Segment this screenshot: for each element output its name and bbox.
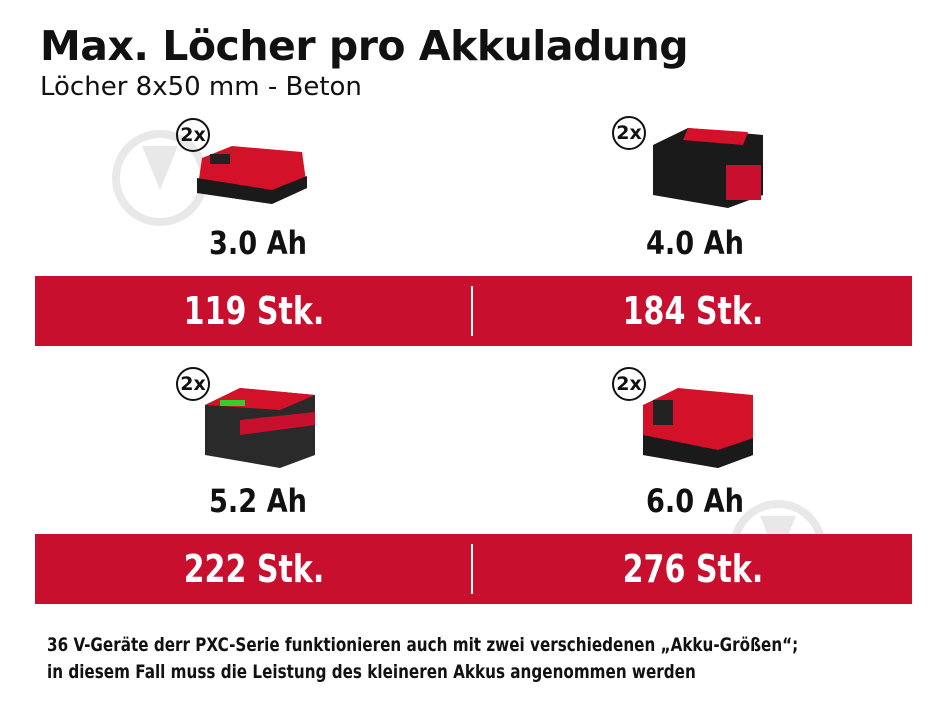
quantity-badge: 2x <box>176 367 210 401</box>
footnote-line: 36 V-Geräte derr PXC-Serie funktionieren… <box>47 634 799 656</box>
capacity-label: 3.0 Ah <box>208 224 308 262</box>
page-subtitle: Löcher 8x50 mm - Beton <box>40 72 362 102</box>
divider <box>471 286 473 336</box>
battery-6ah-icon <box>643 388 753 468</box>
result-band: 222 Stk. 276 Stk. <box>35 534 912 604</box>
quantity-badge: 2x <box>612 116 646 150</box>
holes-count: 184 Stk. <box>622 289 764 333</box>
capacity-label: 5.2 Ah <box>208 482 308 520</box>
capacity-label: 4.0 Ah <box>645 224 745 262</box>
quantity-badge: 2x <box>612 367 646 401</box>
quantity-badge: 2x <box>176 118 210 152</box>
holes-count: 222 Stk. <box>183 547 325 591</box>
footnote: 36 V-Geräte derr PXC-Serie funktionieren… <box>47 632 798 686</box>
holes-count: 276 Stk. <box>622 547 764 591</box>
divider <box>471 544 473 594</box>
capacity-label: 6.0 Ah <box>645 482 745 520</box>
battery-5-2ah-icon <box>205 388 315 468</box>
footnote-line: in diesem Fall muss die Leistung des kle… <box>47 661 696 683</box>
result-band: 119 Stk. 184 Stk. <box>35 276 912 346</box>
battery-3ah-icon <box>197 146 307 204</box>
battery-4ah-icon <box>653 128 763 208</box>
page-title: Max. Löcher pro Akkuladung <box>40 22 689 70</box>
holes-count: 119 Stk. <box>183 289 325 333</box>
